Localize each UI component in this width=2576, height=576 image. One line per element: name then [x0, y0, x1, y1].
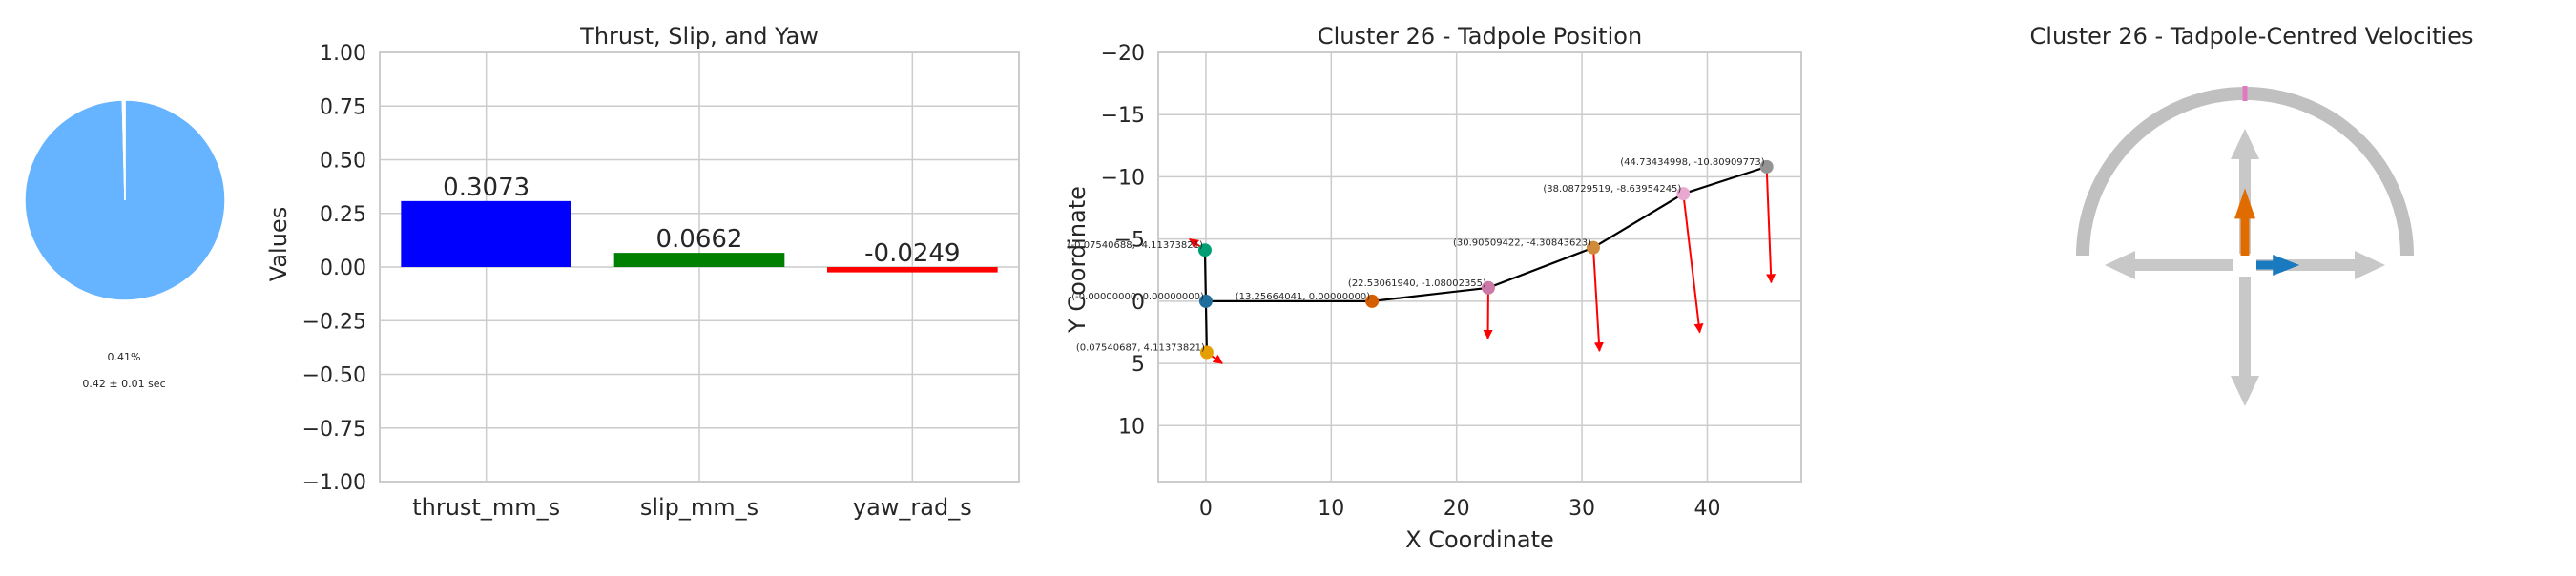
pie-percent-label: 0.41% [0, 351, 248, 363]
pie-chart [0, 0, 248, 572]
bar-panel: Thrust, Slip, and Yaw Values −1.00 −0.75 −… [248, 0, 1030, 572]
pos-y-tick-label: −20 [1101, 42, 1145, 66]
bar-value-label: 0.0662 [656, 225, 743, 254]
bar-y-tick-label: 1.00 [320, 42, 366, 66]
pie-time-label: 0.42 ± 0.01 sec [0, 378, 248, 390]
pos-plot-frame [1158, 52, 1801, 482]
velocity-arrow [1593, 248, 1600, 351]
position-chart: Cluster 26 - Tadpole Position X Coordina… [1030, 0, 1889, 572]
position-point-label: (38.08729519, -8.63954245) [1543, 184, 1681, 195]
pos-x-tick-label: 20 [1444, 497, 1470, 521]
bar-y-tick-label: −0.25 [302, 310, 366, 334]
pos-y-tick-label: 10 [1118, 415, 1145, 439]
pos-x-tick-label: 0 [1199, 497, 1213, 521]
bar-slip_mm_s [614, 253, 785, 267]
pos-y-tick-label: −10 [1101, 166, 1145, 190]
position-panel: Cluster 26 - Tadpole Position X Coordina… [1030, 0, 1889, 572]
bar-y-axis-label: Values [265, 207, 292, 281]
bar-value-label: -0.0249 [864, 239, 960, 268]
axis-arrow-left [2105, 251, 2233, 279]
velocity-chart-title: Cluster 26 - Tadpole-Centred Velocities [2030, 23, 2474, 50]
position-chart-title: Cluster 26 - Tadpole Position [1318, 23, 1642, 50]
position-x-axis-label: X Coordinate [1405, 526, 1554, 553]
bar-y-tick-label: −0.50 [302, 364, 366, 388]
position-point-label: (44.73434998, -10.80909773) [1620, 157, 1764, 168]
axis-arrow-down [2231, 277, 2259, 406]
position-point-label: (0.07540687, 4.11373821) [1076, 343, 1205, 354]
velocity-chart: Cluster 26 - Tadpole-Centred Velocities [1889, 0, 2576, 572]
velocity-panel: Cluster 26 - Tadpole-Centred Velocities [1889, 0, 2576, 572]
position-y-axis-label: Y Coordinate [1064, 186, 1091, 334]
velocity-arrow [1767, 167, 1772, 282]
pos-x-tick-label: 40 [1693, 497, 1720, 521]
bar-y-tick-label: −0.75 [302, 418, 366, 442]
position-point-label: (-0.00000000, 0.00000000) [1071, 292, 1204, 302]
thrust-arrow [2234, 188, 2255, 256]
bar-y-tick-label: 0.25 [320, 203, 366, 227]
velocity-arrow [1683, 194, 1699, 332]
bar-chart: Thrust, Slip, and Yaw Values −1.00 −0.75 −… [248, 0, 1030, 572]
bar-y-tick-label: 0.50 [320, 150, 366, 174]
pos-y-tick-label: −15 [1101, 104, 1145, 128]
bar-y-tick-label: 0.00 [320, 257, 366, 280]
bar-x-tick-label: yaw_rad_s [853, 494, 972, 521]
bar-y-tick-label: 0.75 [320, 95, 366, 119]
pos-x-tick-label: 10 [1318, 497, 1344, 521]
position-point-label: (22.53061940, -1.08002355) [1348, 278, 1486, 289]
position-point-label: (30.90509422, -4.30843623) [1453, 238, 1591, 249]
bar-value-label: 0.3073 [443, 174, 530, 202]
bar-chart-title: Thrust, Slip, and Yaw [579, 23, 819, 50]
trajectory-branch [1205, 250, 1206, 301]
pie-panel: 0.41% 0.42 ± 0.01 sec [0, 0, 248, 572]
pos-x-tick-label: 30 [1568, 497, 1595, 521]
bar-y-tick-label: −1.00 [302, 471, 366, 495]
bar-x-tick-label: slip_mm_s [640, 494, 758, 521]
bar-thrust_mm_s [401, 201, 571, 267]
slip-arrow [2256, 255, 2299, 276]
position-point-label: (-0.07540688, -4.11373821) [1068, 240, 1203, 251]
bar-x-tick-label: thrust_mm_s [412, 494, 560, 521]
pos-y-tick-label: 5 [1132, 353, 1145, 377]
position-point-label: (13.25664041, 0.00000000) [1236, 292, 1371, 302]
